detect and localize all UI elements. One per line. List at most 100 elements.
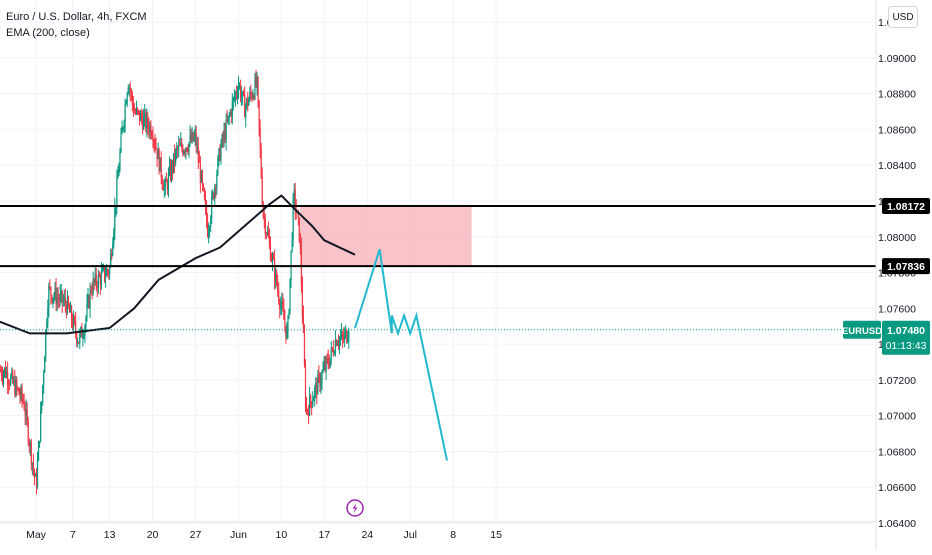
y-tick-label: 1.07000 (878, 411, 916, 423)
candle-up (120, 133, 122, 152)
candle-up (102, 267, 105, 269)
candle-down (307, 410, 310, 416)
candle-up (125, 103, 127, 105)
candle-down (190, 135, 192, 142)
candle-down (265, 233, 267, 235)
candle-up (344, 333, 346, 340)
candle-down (57, 297, 59, 299)
candle-up (31, 462, 33, 465)
candle-up (127, 87, 129, 94)
candle-down (171, 162, 174, 171)
candle-down (304, 365, 307, 407)
candle-up (42, 385, 44, 402)
x-tick-label: 17 (319, 529, 331, 541)
candle-up (289, 278, 291, 312)
candle-up (53, 296, 55, 298)
candle-down (8, 383, 10, 385)
candle-down (91, 291, 93, 293)
candle-up (122, 127, 124, 129)
indicator-title: EMA (200, close) (6, 27, 90, 39)
symbol-badge: EURUSD (842, 326, 882, 337)
candle-down (316, 382, 318, 395)
y-tick-label: 1.08400 (878, 160, 916, 172)
candle-up (2, 372, 5, 380)
candle-down (284, 319, 286, 326)
candle-up (340, 333, 343, 338)
candle-up (223, 130, 225, 140)
candle-up (242, 91, 244, 97)
candle-up (62, 301, 64, 303)
candle-up (271, 257, 274, 262)
candle-up (48, 286, 50, 308)
candle-down (27, 420, 29, 443)
candle-down (160, 157, 162, 178)
candle-up (309, 395, 311, 416)
candle-up (80, 327, 82, 334)
candle-down (21, 387, 23, 399)
candle-up (63, 297, 65, 302)
candle-down (16, 380, 18, 389)
candle-down (153, 141, 155, 143)
candle-up (221, 135, 223, 146)
candle-down (184, 151, 186, 153)
candle-down (24, 409, 26, 416)
candle-up (144, 112, 146, 117)
candle-up (314, 387, 316, 398)
candle-up (143, 116, 145, 130)
candle-down (152, 136, 154, 142)
candle-down (202, 184, 205, 190)
ema-200-line[interactable] (0, 194, 356, 335)
level-price-label-bg (882, 197, 930, 214)
candle-down (327, 358, 329, 364)
candle-down (346, 330, 348, 342)
candle-down (150, 125, 152, 136)
candle-down (76, 332, 78, 343)
candle-up (114, 207, 116, 231)
candle-down (276, 271, 278, 285)
symbol-title: Euro / U.S. Dollar, 4h, FXCM (6, 11, 147, 23)
candle-down (260, 148, 262, 177)
candle-down (303, 332, 306, 366)
candle-down (7, 371, 9, 384)
candle-down (58, 298, 60, 301)
candle-down (138, 110, 141, 122)
candle-up (157, 149, 159, 160)
candle-up (34, 475, 37, 477)
candle-down (306, 409, 309, 411)
candle-down (243, 91, 245, 95)
candle-up (193, 136, 195, 141)
candle-down (98, 275, 100, 277)
candle-down (0, 370, 2, 372)
candle-up (82, 336, 84, 338)
y-tick-label: 1.06800 (878, 446, 916, 458)
candle-up (163, 186, 165, 191)
candle-down (285, 325, 287, 338)
projection-path[interactable] (354, 249, 448, 461)
lightning-glyph (352, 503, 358, 513)
candle-down (75, 321, 77, 333)
candle-down (70, 306, 73, 322)
candle-down (129, 87, 131, 92)
candle-up (231, 101, 233, 117)
resistance-zone[interactable] (299, 205, 472, 267)
candle-down (141, 113, 143, 119)
candle-down (342, 333, 344, 338)
candle-down (205, 206, 208, 222)
candle-up (92, 279, 94, 293)
candle-up (87, 296, 89, 304)
candle-up (89, 289, 91, 308)
candle-down (166, 182, 168, 190)
candle-down (4, 367, 7, 377)
candle-up (85, 317, 87, 327)
candle-down (305, 406, 308, 410)
candle-up (280, 305, 282, 310)
candle-up (208, 231, 210, 237)
price-axis[interactable] (876, 0, 932, 550)
candle-down (17, 388, 19, 390)
candle-up (38, 441, 41, 443)
candle-down (224, 130, 226, 141)
candle-down (279, 301, 281, 310)
currency-button[interactable]: USD (888, 6, 918, 28)
